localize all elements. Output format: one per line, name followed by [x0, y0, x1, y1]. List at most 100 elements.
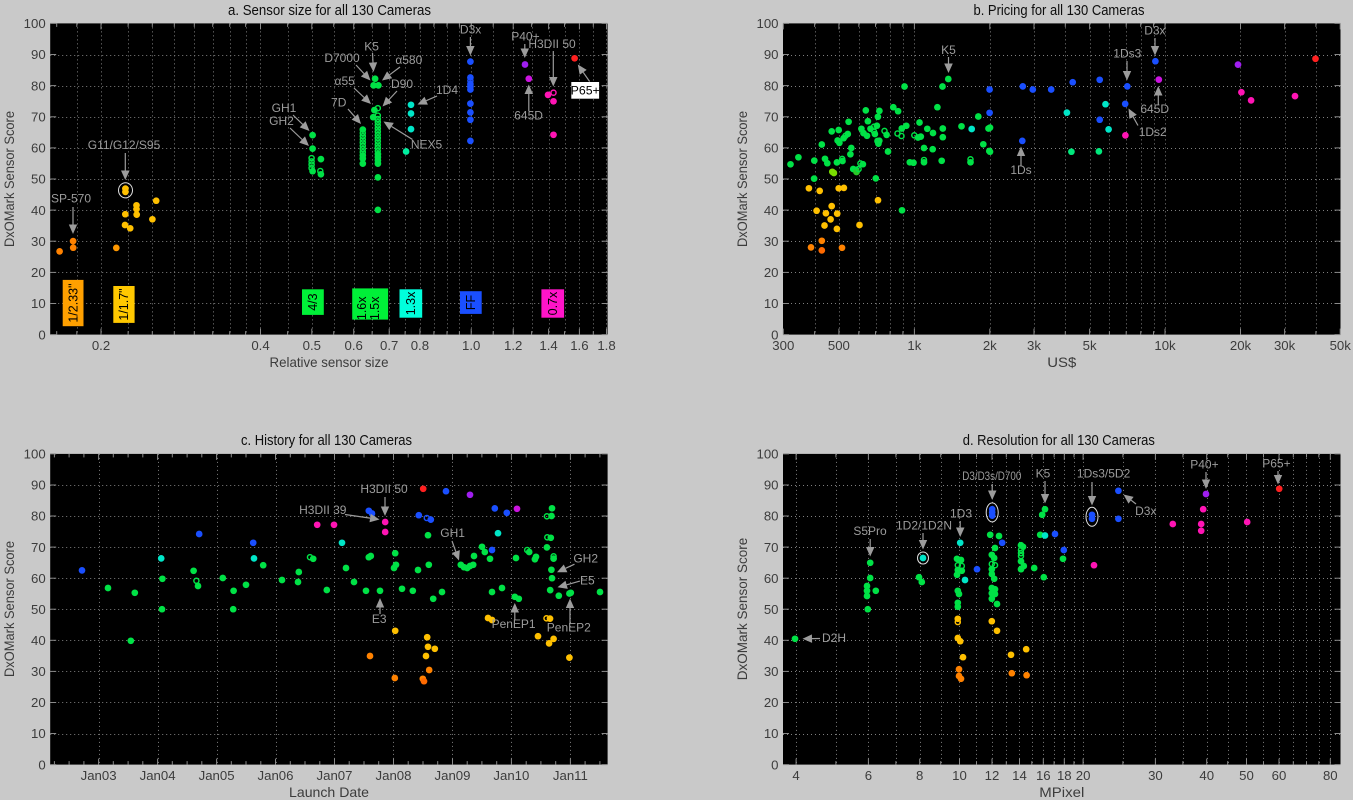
svg-text:10: 10 [764, 296, 779, 311]
svg-text:0: 0 [771, 757, 778, 772]
svg-text:GH2: GH2 [269, 114, 294, 128]
svg-text:7D: 7D [331, 96, 347, 110]
svg-text:0.8: 0.8 [411, 338, 429, 353]
svg-text:0.7: 0.7 [380, 338, 398, 353]
svg-text:DxOMark Sensor Score: DxOMark Sensor Score [1, 541, 17, 677]
svg-text:80: 80 [31, 78, 46, 93]
svg-text:30: 30 [764, 234, 779, 249]
svg-text:1D4: 1D4 [436, 83, 458, 97]
svg-text:D3x: D3x [460, 23, 481, 37]
svg-text:10: 10 [764, 726, 779, 741]
svg-text:SP-570: SP-570 [51, 192, 91, 206]
svg-text:α580: α580 [395, 53, 422, 67]
svg-text:0.4: 0.4 [251, 338, 269, 353]
svg-text:645D: 645D [1140, 102, 1169, 116]
svg-text:20: 20 [764, 265, 779, 280]
svg-text:60: 60 [764, 141, 779, 156]
svg-text:70: 70 [764, 110, 779, 125]
svg-text:70: 70 [764, 540, 779, 555]
svg-text:90: 90 [31, 478, 46, 493]
svg-text:0.7x: 0.7x [546, 291, 560, 315]
svg-text:D3x: D3x [1144, 24, 1165, 38]
svg-text:30: 30 [764, 664, 779, 679]
svg-text:50: 50 [31, 602, 46, 617]
svg-text:20: 20 [31, 265, 46, 280]
svg-text:P40+: P40+ [511, 30, 539, 44]
svg-text:1/2.33": 1/2.33" [66, 283, 80, 322]
svg-text:14: 14 [1012, 768, 1027, 783]
svg-text:S5Pro: S5Pro [853, 524, 887, 538]
svg-text:40: 40 [1199, 768, 1214, 783]
svg-text:G11/G12/S95: G11/G12/S95 [88, 138, 161, 152]
svg-text:Jan09: Jan09 [435, 768, 471, 783]
svg-text:D7000: D7000 [324, 51, 360, 65]
svg-text:E3: E3 [372, 612, 387, 626]
svg-text:DxOMark Sensor Score: DxOMark Sensor Score [1, 111, 17, 247]
svg-text:60: 60 [31, 571, 46, 586]
svg-text:500: 500 [828, 338, 850, 353]
svg-text:0: 0 [38, 327, 45, 342]
svg-text:80: 80 [31, 509, 46, 524]
svg-text:20: 20 [764, 695, 779, 710]
svg-text:1.0: 1.0 [462, 338, 480, 353]
svg-text:30: 30 [31, 234, 46, 249]
svg-text:4: 4 [792, 768, 799, 783]
svg-text:Jan07: Jan07 [317, 768, 353, 783]
svg-text:Relative sensor size: Relative sensor size [270, 354, 389, 370]
svg-text:H3DII 50: H3DII 50 [528, 37, 576, 51]
svg-text:E5: E5 [580, 574, 595, 588]
svg-text:50: 50 [31, 172, 46, 187]
svg-text:Jan11: Jan11 [553, 768, 588, 783]
svg-text:0.2: 0.2 [92, 338, 110, 353]
svg-text:0: 0 [38, 757, 45, 772]
svg-text:10: 10 [31, 296, 46, 311]
svg-text:8: 8 [916, 768, 923, 783]
svg-text:50: 50 [764, 602, 779, 617]
svg-text:90: 90 [764, 47, 779, 62]
svg-text:50k: 50k [1330, 338, 1352, 353]
svg-text:D2H: D2H [822, 631, 846, 645]
svg-text:Jan03: Jan03 [81, 768, 117, 783]
svg-text:80: 80 [764, 78, 779, 93]
svg-text:12: 12 [985, 768, 1000, 783]
svg-text:20k: 20k [1230, 338, 1252, 353]
svg-text:100: 100 [756, 16, 778, 31]
svg-text:1.2: 1.2 [504, 338, 522, 353]
svg-text:α55: α55 [335, 74, 356, 88]
svg-text:Jan08: Jan08 [376, 768, 412, 783]
svg-text:300: 300 [772, 338, 794, 353]
svg-text:70: 70 [31, 540, 46, 555]
svg-text:20: 20 [1076, 768, 1091, 783]
svg-text:a. Sensor size for all 130 Cam: a. Sensor size for all 130 Cameras [228, 2, 431, 19]
svg-text:1.6x: 1.6x [355, 296, 369, 320]
svg-text:60: 60 [31, 141, 46, 156]
svg-text:16: 16 [1036, 768, 1051, 783]
svg-text:Jan04: Jan04 [140, 768, 176, 783]
svg-text:K5: K5 [1036, 467, 1051, 481]
svg-text:P65+: P65+ [571, 84, 600, 98]
svg-text:6: 6 [865, 768, 872, 783]
svg-text:H3DII 39: H3DII 39 [299, 503, 347, 517]
svg-text:1D2/1D2N: 1D2/1D2N [896, 519, 952, 533]
svg-text:60: 60 [764, 571, 779, 586]
svg-text:5k: 5k [1083, 338, 1097, 353]
svg-text:10k: 10k [1154, 338, 1176, 353]
svg-text:1.6: 1.6 [570, 338, 588, 353]
svg-text:0: 0 [771, 327, 778, 342]
svg-text:2k: 2k [983, 338, 997, 353]
svg-text:D3x: D3x [1135, 504, 1156, 518]
svg-text:3k: 3k [1027, 338, 1041, 353]
svg-text:1.4: 1.4 [539, 338, 557, 353]
svg-text:30: 30 [1148, 768, 1163, 783]
svg-text:100: 100 [24, 447, 46, 462]
svg-text:P65+: P65+ [1262, 456, 1290, 470]
svg-text:b. Pricing for all 130 Cameras: b. Pricing for all 130 Cameras [974, 2, 1145, 19]
svg-text:K5: K5 [941, 43, 956, 57]
svg-text:1.8: 1.8 [597, 338, 615, 353]
svg-text:PenEP2: PenEP2 [547, 621, 591, 635]
svg-text:10: 10 [952, 768, 967, 783]
svg-text:40: 40 [764, 633, 779, 648]
svg-text:80: 80 [1323, 768, 1338, 783]
svg-text:D3/D3s/D700: D3/D3s/D700 [962, 469, 1021, 483]
svg-text:GH1: GH1 [272, 101, 297, 115]
